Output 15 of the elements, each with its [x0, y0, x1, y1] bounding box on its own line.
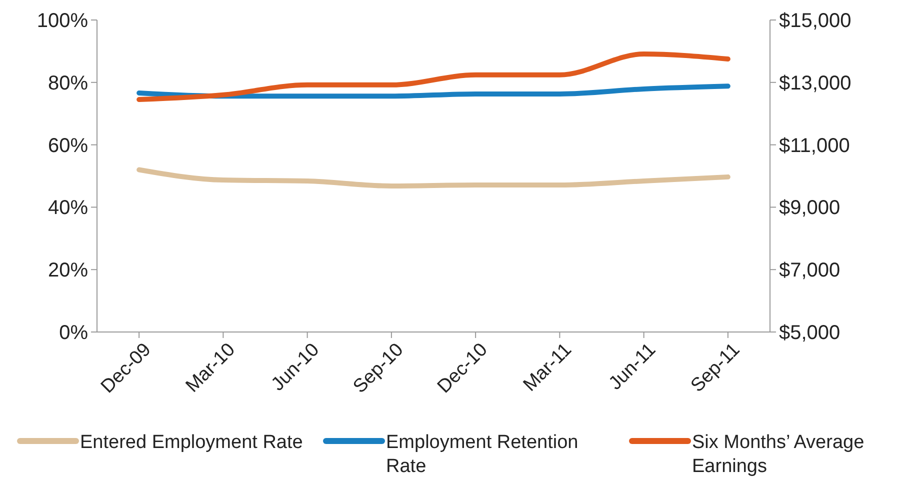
y2-tick-label: $7,000 [779, 260, 840, 282]
legend-label: Entered Employment Rate [80, 432, 303, 453]
legend-label: Six Months’ Average Earnings [692, 432, 864, 477]
y-tick-label: 60% [48, 134, 88, 157]
y-tick-label: 0% [59, 322, 88, 344]
y2-tick-label: $11,000 [779, 134, 850, 157]
y-tick-label: 20% [48, 260, 88, 282]
y2-tick-label: $5,000 [779, 322, 840, 344]
y2-tick-label: $15,000 [779, 10, 852, 32]
y2-tick-label: $9,000 [779, 197, 840, 220]
legend-label: Employment Retention Rate [386, 432, 578, 477]
y-tick-label: 40% [48, 197, 88, 220]
y-tick-label: 100% [36, 10, 88, 32]
y-tick-label: 80% [48, 72, 88, 94]
y2-tick-label: $13,000 [779, 72, 852, 94]
